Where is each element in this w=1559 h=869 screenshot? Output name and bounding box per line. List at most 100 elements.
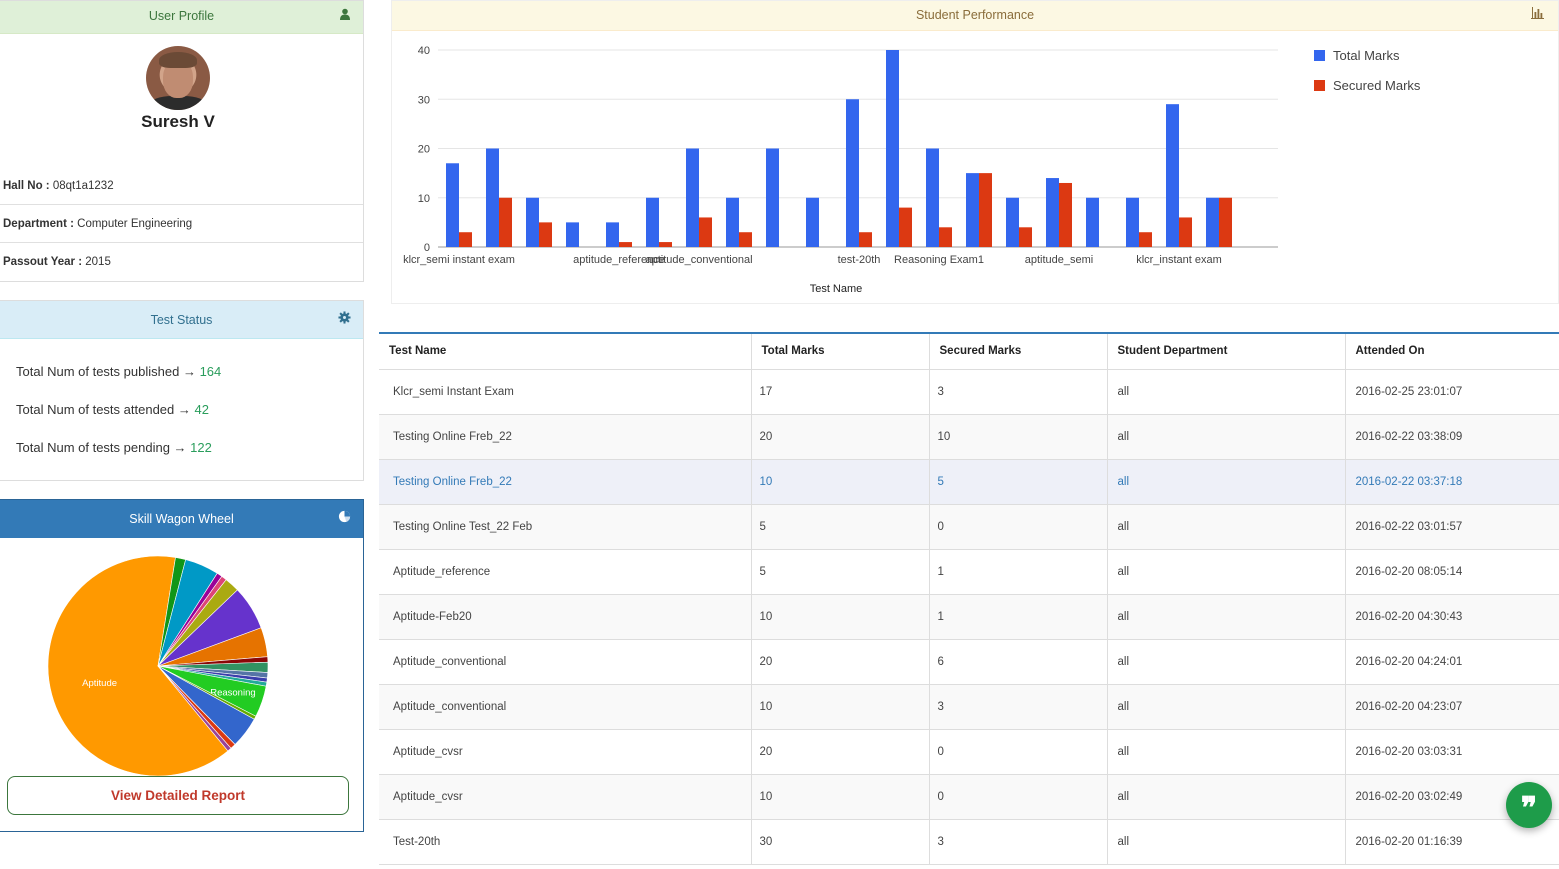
column-header-total-marks[interactable]: Total Marks — [751, 334, 930, 370]
hall-no-value: 08qt1a1232 — [52, 180, 114, 192]
bar-total-marks[interactable] — [926, 148, 939, 248]
pie-chart-icon — [338, 500, 351, 538]
bar-secured-marks[interactable] — [1179, 217, 1192, 247]
y-tick-label: 20 — [418, 144, 430, 156]
table-row[interactable]: Klcr_semi Instant Exam 17 3 all 2016-02-25 2… — [379, 369, 1559, 415]
bar-secured-marks[interactable] — [1019, 227, 1032, 247]
cell-total-marks: 5 — [751, 549, 930, 595]
bar-secured-marks[interactable] — [619, 242, 632, 247]
cell-student-department: all — [1107, 414, 1346, 460]
cell-total-marks: 5 — [751, 504, 930, 550]
test-status-panel: Test Status Total Num of tests published… — [0, 300, 364, 481]
tests-pending-count: 122 — [190, 440, 212, 455]
cell-attended-on: 2016-02-20 08:05:14 — [1345, 549, 1559, 595]
bar-secured-marks[interactable] — [1139, 232, 1152, 247]
cell-student-department: all — [1107, 774, 1346, 820]
table-row[interactable]: Testing Online Freb_22 20 10 all 2016-02-22 … — [379, 414, 1559, 460]
y-tick-label: 10 — [418, 193, 430, 205]
department-row: Department : Computer Engineering — [0, 205, 363, 243]
cell-test-name: Aptitude_cvsr — [379, 774, 752, 820]
cell-attended-on: 2016-02-22 03:01:57 — [1345, 504, 1559, 550]
bar-total-marks[interactable] — [766, 148, 779, 248]
column-header-secured-marks[interactable]: Secured Marks — [929, 334, 1108, 370]
cell-test-name: Aptitude_cvsr — [379, 729, 752, 775]
table-row[interactable]: Aptitude_conventional 20 6 all 2016-02-20 04… — [379, 639, 1559, 685]
x-tick-label: aptitude_semi — [1025, 254, 1094, 266]
bar-total-marks[interactable] — [726, 197, 739, 247]
bar-total-marks[interactable] — [1166, 104, 1179, 247]
bar-secured-marks[interactable] — [899, 207, 912, 247]
bar-total-marks[interactable] — [966, 173, 979, 247]
legend-label[interactable]: Secured Marks — [1333, 78, 1421, 93]
user-profile-title: User Profile — [148, 9, 215, 23]
department-label: Department : — [3, 218, 74, 230]
bar-secured-marks[interactable] — [699, 217, 712, 247]
view-detailed-report-button[interactable]: View Detailed Report — [7, 776, 349, 815]
tests-pending-line: Total Num of tests pending → 122 — [16, 440, 212, 455]
bar-secured-marks[interactable] — [459, 232, 472, 247]
bar-secured-marks[interactable] — [1219, 197, 1232, 247]
table-row[interactable]: Aptitude_reference 5 1 all 2016-02-20 08:05:… — [379, 549, 1559, 595]
bar-total-marks[interactable] — [1046, 178, 1059, 247]
table-row[interactable]: Testing Online Test_22 Feb 5 0 all 2016-02-2… — [379, 504, 1559, 550]
cell-total-marks: 10 — [751, 594, 930, 640]
pie-slice-label: Aptitude — [82, 678, 117, 689]
x-tick-label: klcr_instant exam — [1136, 254, 1222, 266]
bar-total-marks[interactable] — [1086, 197, 1099, 247]
bar-total-marks[interactable] — [1206, 197, 1219, 247]
legend-label[interactable]: Total Marks — [1333, 48, 1400, 63]
hall-no-label: Hall No : — [3, 180, 50, 192]
cell-total-marks: 30 — [751, 819, 930, 865]
cell-secured-marks: 0 — [929, 729, 1108, 775]
cell-secured-marks: 6 — [929, 639, 1108, 685]
cell-total-marks: 20 — [751, 729, 930, 775]
bar-total-marks[interactable] — [1126, 197, 1139, 247]
bar-secured-marks[interactable] — [859, 232, 872, 247]
bar-total-marks[interactable] — [686, 148, 699, 248]
cell-test-name: Testing Online Test_22 Feb — [379, 504, 752, 550]
bar-secured-marks[interactable] — [659, 242, 672, 247]
pie-slice[interactable] — [47, 555, 229, 777]
bar-total-marks[interactable] — [486, 148, 499, 248]
table-row[interactable]: Aptitude_cvsr 20 0 all 2016-02-20 03:03:31 — [379, 729, 1559, 775]
column-header-attended-on[interactable]: Attended On — [1345, 334, 1559, 370]
bar-total-marks[interactable] — [886, 50, 899, 247]
bar-secured-marks[interactable] — [739, 232, 752, 247]
tests-attended-label: Total Num of tests attended — [16, 402, 175, 417]
table-row[interactable]: Testing Online Freb_22 10 5 all 2016-02-22 0… — [379, 459, 1559, 505]
quote-icon: ❞ — [1520, 791, 1538, 826]
pie-slice[interactable] — [157, 665, 232, 752]
bar-total-marks[interactable] — [1006, 197, 1019, 247]
bar-secured-marks[interactable] — [979, 173, 992, 247]
table-row[interactable]: Aptitude_cvsr 10 0 all 2016-02-20 03:02:49 — [379, 774, 1559, 820]
column-header-test-name[interactable]: Test Name — [379, 334, 752, 370]
cell-student-department: all — [1107, 459, 1346, 505]
hall-no-row: Hall No : 08qt1a1232 — [0, 167, 363, 205]
bar-total-marks[interactable] — [646, 197, 659, 247]
bar-total-marks[interactable] — [446, 163, 459, 247]
bar-secured-marks[interactable] — [1059, 182, 1072, 247]
bar-total-marks[interactable] — [846, 99, 859, 247]
cell-student-department: all — [1107, 549, 1346, 595]
x-tick-label: test-20th — [838, 254, 881, 266]
bar-total-marks[interactable] — [566, 222, 579, 247]
test-status-title: Test Status — [150, 313, 213, 327]
chat-button[interactable]: ❞ — [1506, 782, 1552, 828]
x-tick-label: Reasoning Exam1 — [894, 254, 984, 266]
bar-secured-marks[interactable] — [539, 222, 552, 247]
cell-student-department: all — [1107, 729, 1346, 775]
cell-attended-on: 2016-02-20 04:24:01 — [1345, 639, 1559, 685]
bar-secured-marks[interactable] — [939, 227, 952, 247]
tests-attended-count: 42 — [194, 402, 209, 417]
bar-secured-marks[interactable] — [499, 197, 512, 247]
student-performance-title: Student Performance — [915, 8, 1035, 22]
table-row[interactable]: Aptitude_conventional 10 3 all 2016-02-20 04… — [379, 684, 1559, 730]
bar-total-marks[interactable] — [526, 197, 539, 247]
test-status-header: Test Status — [0, 301, 363, 339]
column-header-student-department[interactable]: Student Department — [1107, 334, 1346, 370]
table-row[interactable]: Aptitude-Feb20 10 1 all 2016-02-20 04:30:43 — [379, 594, 1559, 640]
cell-total-marks: 10 — [751, 684, 930, 730]
bar-total-marks[interactable] — [606, 222, 619, 247]
table-row[interactable]: Test-20th 30 3 all 2016-02-20 01:16:39 — [379, 819, 1559, 865]
bar-total-marks[interactable] — [806, 197, 819, 247]
